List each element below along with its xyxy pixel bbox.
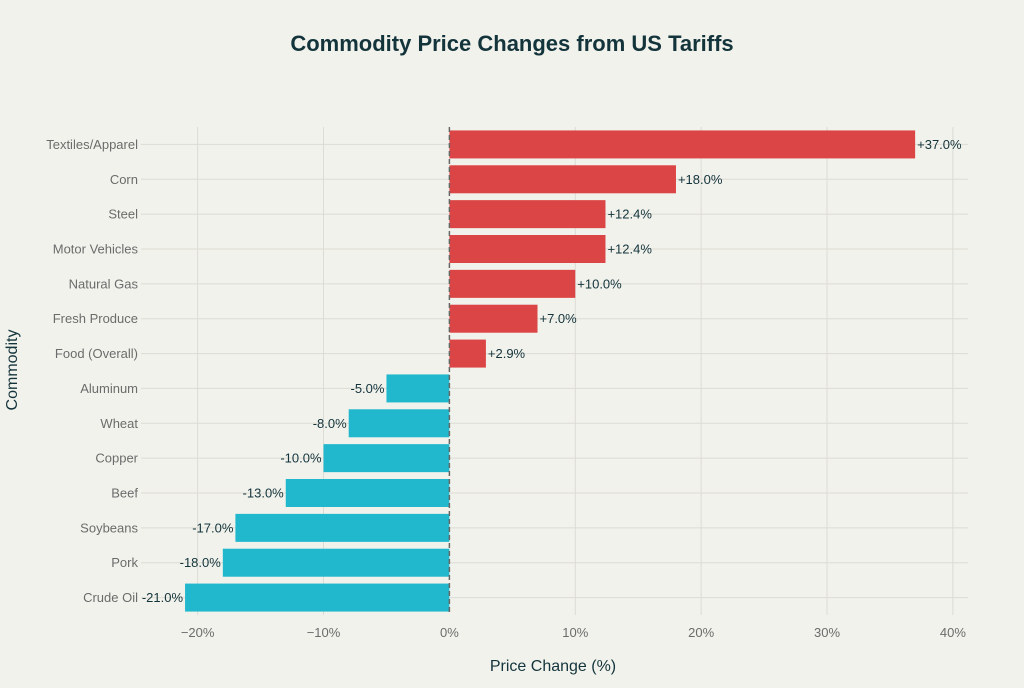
x-axis-title: Price Change (%) xyxy=(490,658,616,675)
y-tick-label: Soybeans xyxy=(80,520,138,535)
data-label: +12.4% xyxy=(607,207,652,222)
y-tick-label: Copper xyxy=(95,451,138,466)
data-label: -10.0% xyxy=(280,451,322,466)
bar xyxy=(185,583,450,612)
x-tick-label: 30% xyxy=(814,625,840,640)
bar xyxy=(449,304,538,333)
bar xyxy=(449,165,676,194)
bar xyxy=(386,374,450,403)
x-tick-labels: −20% −10% 0% 10% 20% 30% 40% xyxy=(181,625,967,640)
gridlines xyxy=(141,127,968,615)
data-label: -21.0% xyxy=(142,590,184,605)
y-tick-label: Pork xyxy=(111,555,138,570)
bar xyxy=(449,235,606,263)
y-tick-labels: Textiles/Apparel Corn Steel Motor Vehicles N… xyxy=(46,137,138,605)
x-tick-label: 10% xyxy=(562,625,588,640)
bar xyxy=(348,409,450,438)
x-tick-label: −10% xyxy=(307,625,341,640)
y-tick-label: Aluminum xyxy=(80,381,138,396)
data-label: +37.0% xyxy=(917,137,962,152)
y-tick-label: Steel xyxy=(108,207,138,222)
bar xyxy=(449,339,486,368)
y-tick-label: Natural Gas xyxy=(69,276,139,291)
y-tick-label: Crude Oil xyxy=(83,590,138,605)
y-tick-label: Wheat xyxy=(100,416,138,431)
y-tick-label: Beef xyxy=(111,486,138,501)
data-labels: +37.0% +18.0% +12.4% +12.4% +10.0% +7.0% +2.9%… xyxy=(142,137,962,605)
data-label: +10.0% xyxy=(577,276,622,291)
x-tick-label: 0% xyxy=(440,625,459,640)
data-label: -5.0% xyxy=(350,381,384,396)
bar xyxy=(323,444,450,473)
data-label: -8.0% xyxy=(313,416,347,431)
bar xyxy=(222,548,450,577)
data-label: -18.0% xyxy=(180,555,222,570)
bar xyxy=(449,130,916,159)
y-axis-title: Commodity xyxy=(4,330,21,411)
bars xyxy=(185,127,916,615)
y-tick-label: Corn xyxy=(110,172,138,187)
data-label: +2.9% xyxy=(488,346,526,361)
bar xyxy=(449,200,606,229)
x-tick-label: 20% xyxy=(688,625,714,640)
x-tick-label: 40% xyxy=(940,625,966,640)
y-tick-label: Fresh Produce xyxy=(53,311,138,326)
chart-title: Commodity Price Changes from US Tariffs xyxy=(290,31,733,56)
bar xyxy=(235,513,450,542)
y-tick-label: Textiles/Apparel xyxy=(46,137,138,152)
data-label: -13.0% xyxy=(243,486,285,501)
bar xyxy=(285,479,450,507)
data-label: -17.0% xyxy=(192,520,234,535)
x-tick-label: −20% xyxy=(181,625,215,640)
y-tick-label: Food (Overall) xyxy=(55,346,138,361)
y-tick-label: Motor Vehicles xyxy=(53,242,139,257)
data-label: +7.0% xyxy=(540,311,578,326)
data-label: +12.4% xyxy=(607,242,652,257)
data-label: +18.0% xyxy=(678,172,723,187)
bar xyxy=(449,269,576,298)
